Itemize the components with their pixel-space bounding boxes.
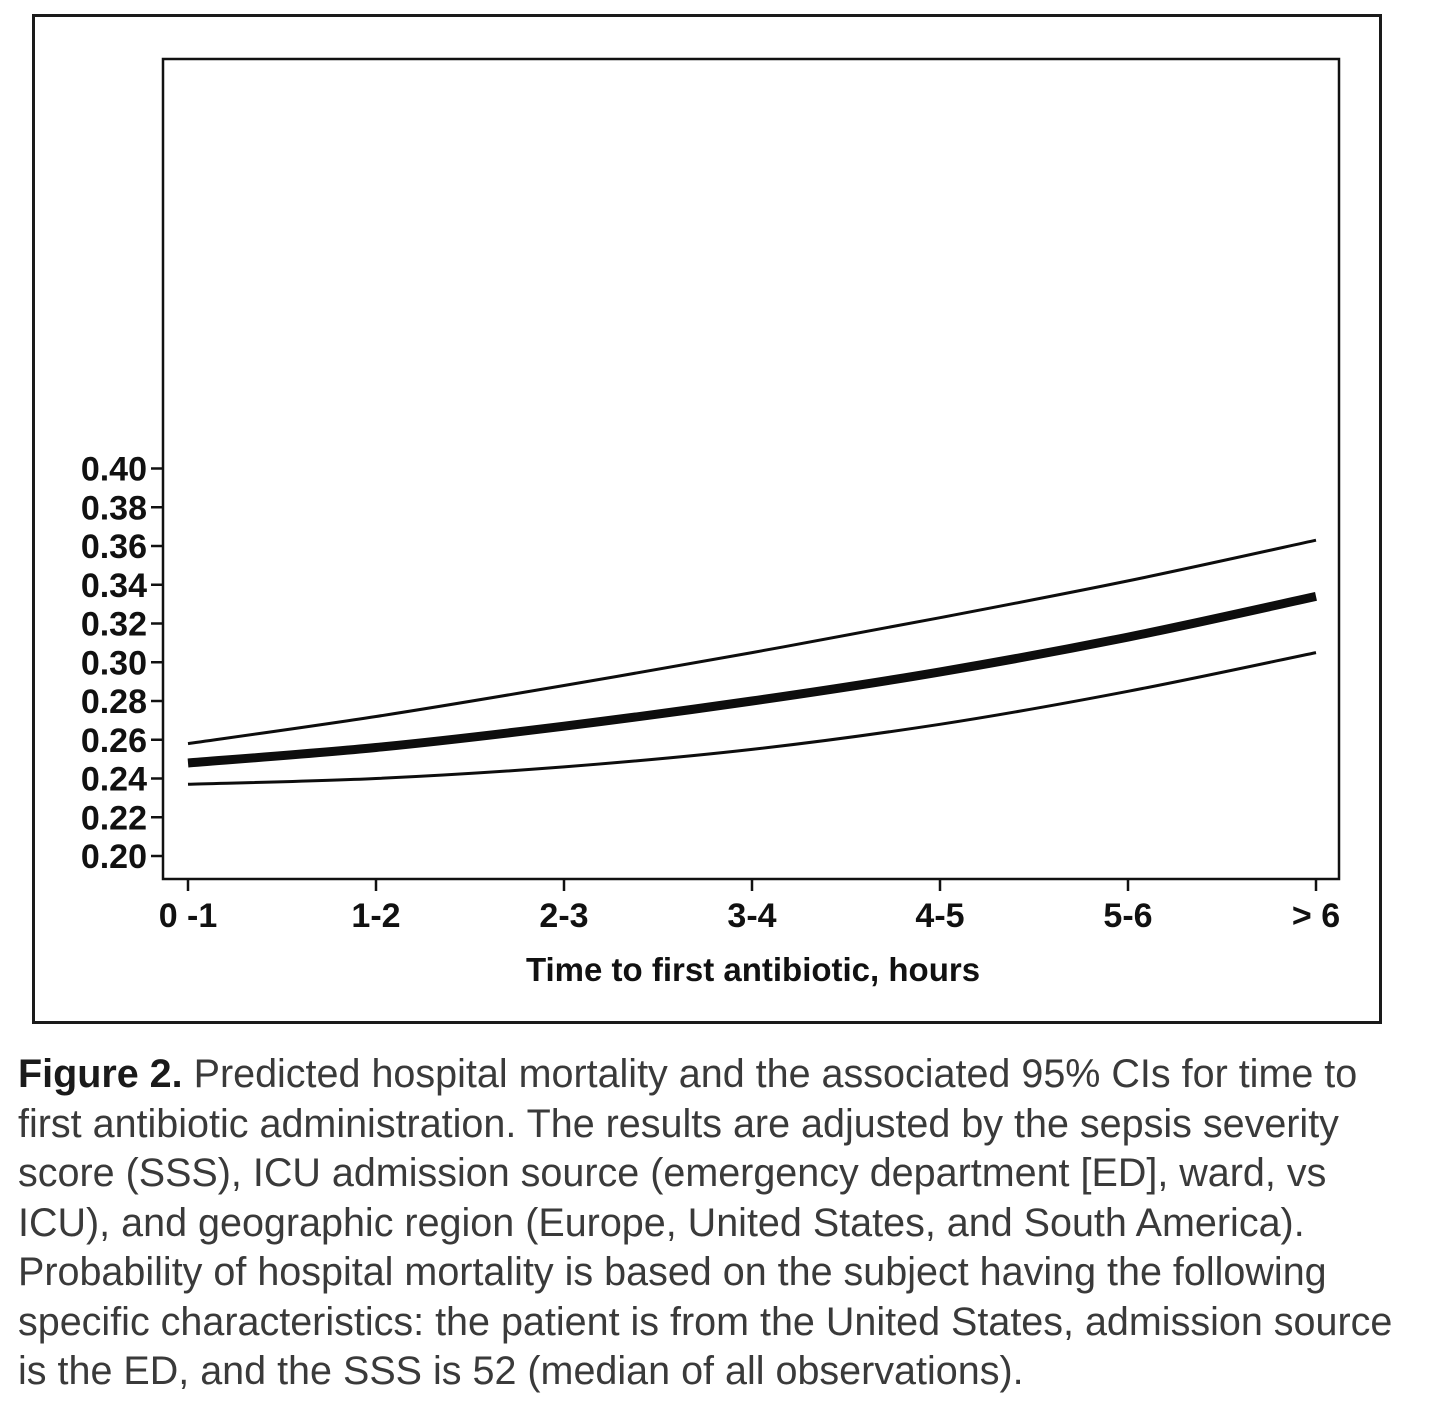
- figure-caption: Figure 2. Predicted hospital mortality a…: [18, 1050, 1418, 1397]
- y-tick-label: 0.22: [81, 799, 147, 837]
- y-tick-label: 0.30: [81, 644, 147, 682]
- series-line-upper-ci: [187, 538, 1317, 746]
- y-tick-label: 0.28: [81, 683, 147, 721]
- y-tick-label: 0.26: [81, 722, 147, 760]
- y-tick-label: 0.20: [81, 838, 147, 876]
- y-tick-label: 0.34: [81, 567, 147, 605]
- y-tick-label: 0.36: [81, 528, 147, 566]
- y-tick-label: 0.40: [81, 451, 147, 489]
- series-line-lower-ci: [187, 651, 1317, 786]
- plot-area-border: [161, 57, 1341, 881]
- x-tick-label: > 6: [1292, 897, 1340, 935]
- y-tick-label: 0.38: [81, 489, 147, 527]
- figure-frame: 0.20 0.22 0.24 0.26 0.28 0.30 0.32 0.34 0.36 0.38…: [32, 14, 1382, 1024]
- x-tick-label: 4-5: [915, 897, 964, 935]
- caption-label: Figure 2.: [18, 1052, 183, 1096]
- x-axis-label: Time to first antibiotic, hours: [526, 951, 980, 988]
- x-tick-label: 2-3: [539, 897, 588, 935]
- x-tick-label: 0 -1: [159, 897, 218, 935]
- caption-text: Predicted hospital mortality and the ass…: [18, 1052, 1393, 1393]
- x-tick-label: 3-4: [727, 897, 776, 935]
- y-tick-label: 0.24: [81, 761, 147, 799]
- chart: 0.200.220.240.260.280.300.320.340.360.38…: [81, 57, 1341, 988]
- series-line-estimate: [187, 592, 1317, 768]
- x-tick-label: 1-2: [351, 897, 400, 935]
- x-tick-label: 5-6: [1103, 897, 1152, 935]
- y-tick-label: 0.32: [81, 606, 147, 644]
